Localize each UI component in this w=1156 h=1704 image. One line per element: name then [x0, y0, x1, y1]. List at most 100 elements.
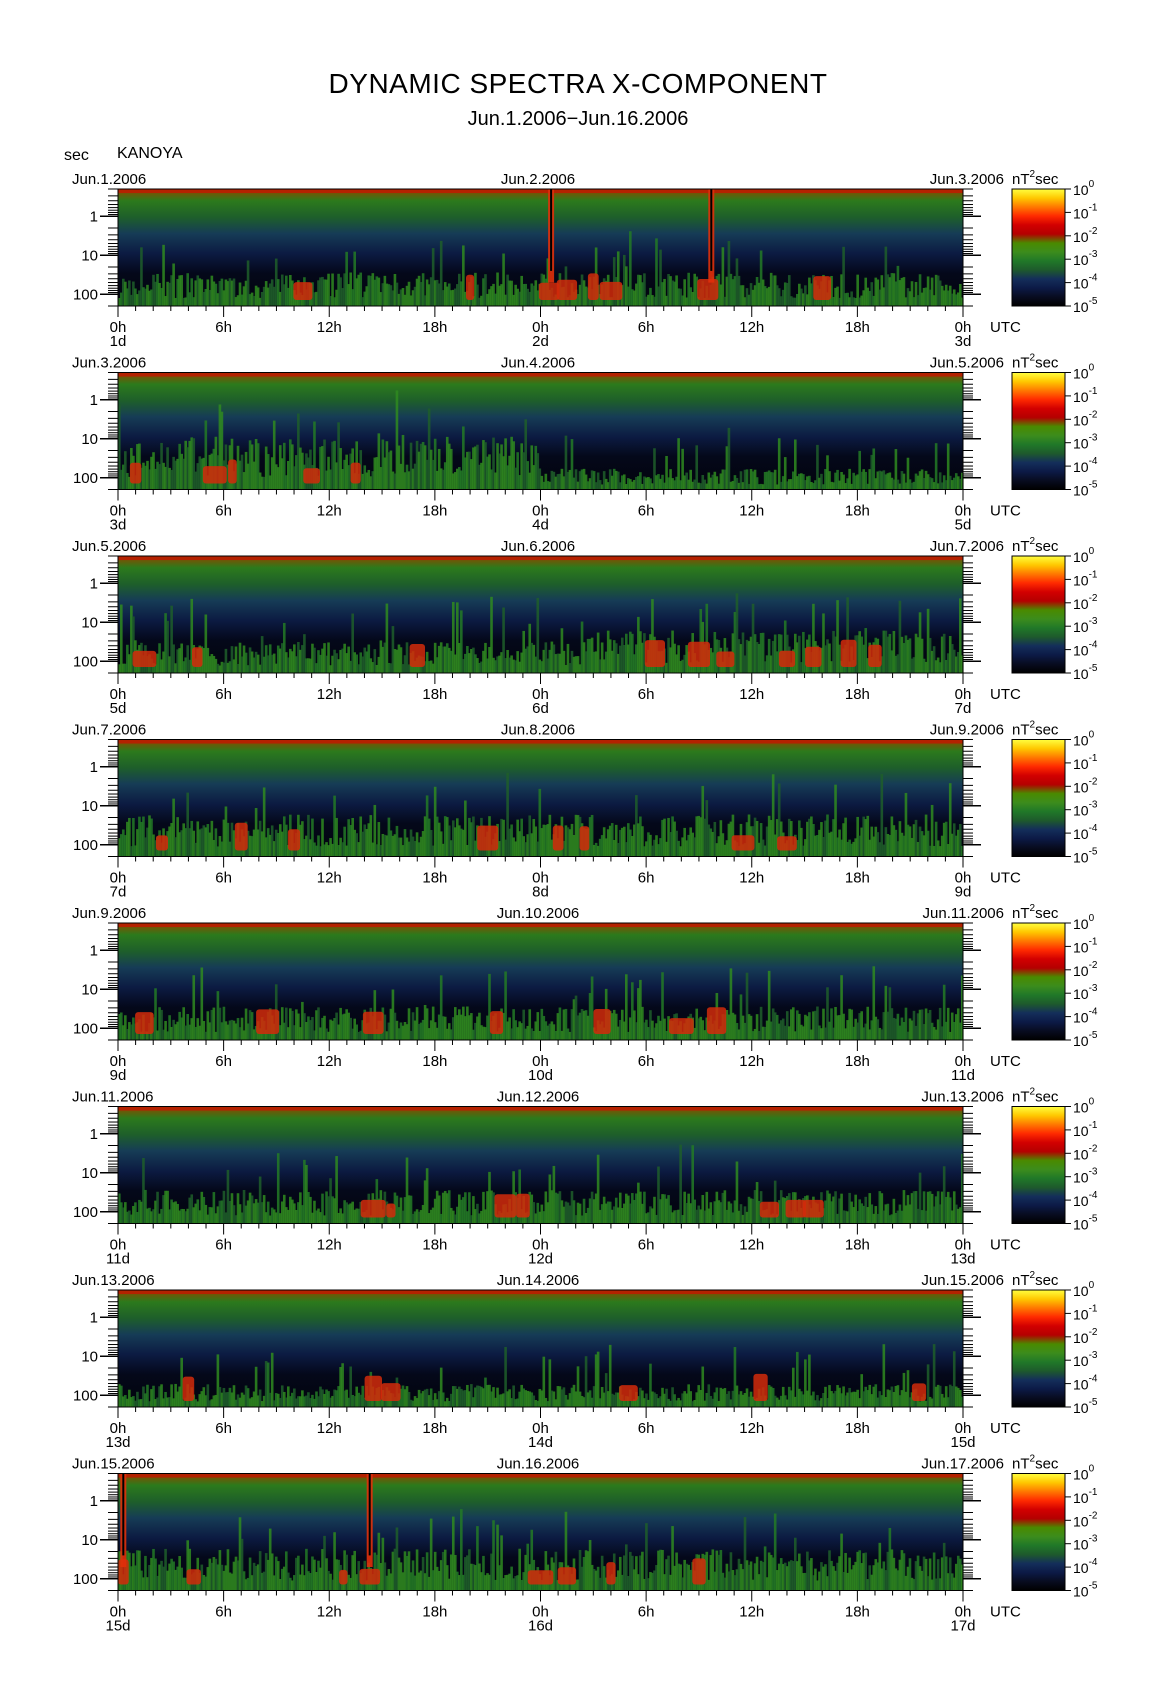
activity-column [922, 1024, 926, 1040]
activity-column [659, 838, 662, 857]
activity-column [749, 1015, 753, 1040]
activity-column [830, 481, 833, 490]
activity-column [435, 657, 439, 673]
activity-column [240, 1212, 244, 1224]
activity-column [757, 842, 761, 857]
activity-column [826, 455, 829, 490]
x-tick-label: 12h [739, 503, 764, 520]
activity-column [918, 1566, 922, 1591]
activity-column [890, 477, 894, 490]
activity-column [862, 1205, 866, 1224]
activity-column [673, 643, 676, 673]
x-tick-label: 0h [955, 319, 972, 336]
activity-column [751, 1396, 755, 1407]
activity-column [297, 641, 300, 673]
activity-column [433, 1393, 437, 1407]
activity-column [172, 798, 175, 857]
activity-column [357, 1208, 361, 1224]
activity-column [341, 1014, 344, 1040]
activity-column [878, 289, 882, 306]
activity-column [932, 1027, 936, 1040]
activity-column [403, 829, 407, 857]
activity-column [830, 1008, 833, 1040]
activity-column [763, 845, 767, 857]
activity-column [918, 826, 922, 857]
activity-column [284, 1007, 288, 1040]
activity-column [441, 843, 445, 857]
activity-column [228, 841, 232, 857]
activity-column [733, 1200, 737, 1224]
activity-column [812, 1575, 815, 1591]
activity-column [683, 1191, 686, 1224]
activity-column [305, 1548, 308, 1591]
activity-column [717, 483, 721, 490]
activity-column [580, 621, 584, 673]
activity-column [274, 1212, 278, 1224]
activity-column [866, 1390, 870, 1407]
activity-column [892, 630, 896, 673]
activity-column [514, 1576, 517, 1591]
activity-column [287, 1209, 290, 1224]
activity-column [934, 1196, 938, 1224]
y-tick-label: 100 [73, 1387, 98, 1404]
activity-column [818, 829, 821, 857]
activity-column [218, 1550, 222, 1591]
activity-column [532, 818, 536, 857]
activity-column [818, 1571, 821, 1591]
activity-column [411, 290, 415, 306]
power-event [287, 829, 301, 851]
activity-column [755, 1014, 759, 1040]
activity-column [924, 1210, 928, 1224]
activity-column [878, 1391, 882, 1407]
x-tick-label: 6h [215, 1604, 232, 1621]
activity-column [898, 1395, 902, 1407]
activity-column [926, 608, 930, 673]
activity-column [379, 845, 383, 857]
activity-column [299, 1192, 302, 1224]
activity-column [460, 1014, 463, 1040]
activity-column [226, 1024, 230, 1040]
activity-column [713, 1392, 717, 1407]
activity-column [148, 1401, 151, 1407]
power-event [135, 1012, 154, 1034]
activity-column [876, 832, 880, 857]
activity-column [303, 1013, 306, 1040]
activity-column [552, 471, 556, 490]
activity-column [606, 1201, 610, 1224]
activity-column [190, 820, 194, 857]
activity-column [196, 821, 200, 857]
activity-column [216, 991, 220, 1040]
activity-column [791, 1367, 795, 1407]
activity-column [466, 1384, 469, 1407]
activity-column [844, 817, 847, 857]
activity-column [794, 1537, 797, 1591]
activity-column [850, 843, 853, 857]
activity-column [769, 655, 773, 673]
activity-column [274, 1393, 278, 1407]
activity-column [462, 1574, 465, 1591]
activity-column [307, 1571, 310, 1591]
activity-column [282, 442, 286, 490]
power-event [192, 647, 203, 667]
activity-column [920, 292, 924, 306]
activity-column [387, 452, 391, 490]
activity-column [357, 274, 361, 306]
activity-column [936, 657, 940, 673]
activity-column [604, 1203, 608, 1224]
activity-column [327, 1031, 330, 1040]
activity-column [888, 633, 892, 673]
activity-column [514, 467, 517, 490]
activity-column [295, 1398, 298, 1407]
activity-column [687, 1193, 690, 1224]
activity-column [349, 1366, 352, 1407]
activity-column [274, 663, 278, 673]
day-label: 13d [105, 1434, 130, 1451]
activity-column [291, 1580, 294, 1591]
activity-column [695, 276, 699, 306]
activity-column [361, 1385, 365, 1407]
activity-column [693, 479, 697, 490]
activity-column [401, 1572, 405, 1591]
activity-column [234, 1215, 238, 1224]
activity-column [512, 294, 515, 306]
